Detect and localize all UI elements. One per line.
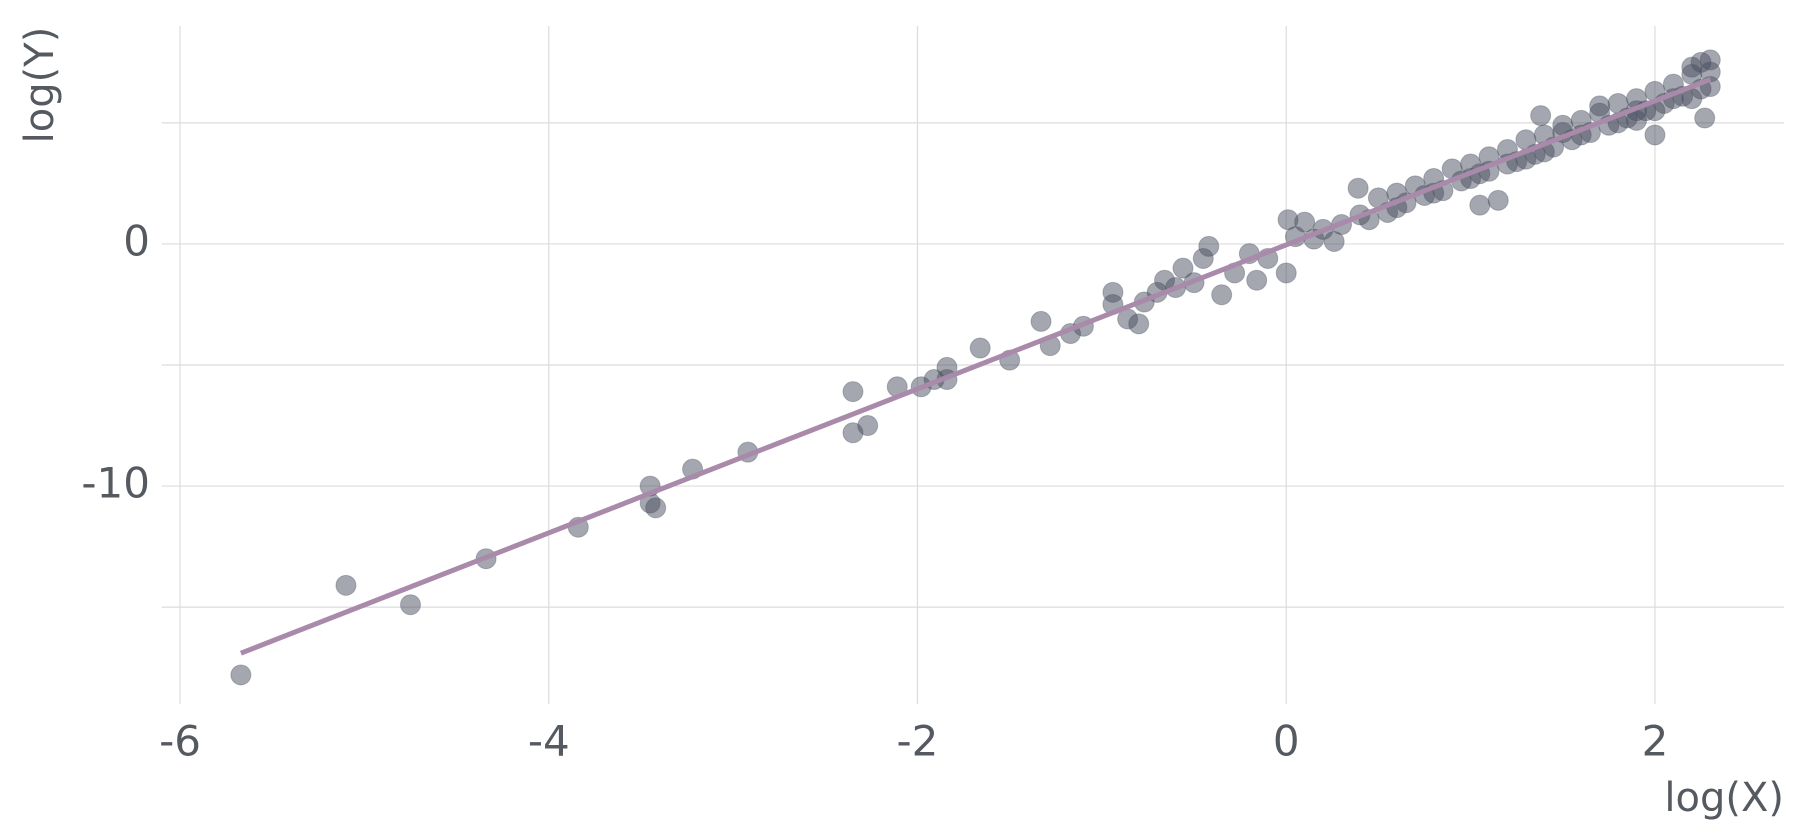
point — [1275, 262, 1297, 284]
x-tick-label: -6 — [159, 717, 201, 766]
point — [1681, 56, 1703, 78]
point — [1211, 284, 1233, 306]
y-tick-label: -10 — [81, 459, 150, 508]
x-tick-label: 0 — [1273, 717, 1300, 766]
x-tick-label: -2 — [897, 717, 939, 766]
point — [1589, 95, 1611, 117]
point — [1246, 269, 1268, 291]
y-axis-title: log(Y) — [17, 27, 63, 144]
point — [857, 415, 879, 437]
x-axis-title: log(X) — [1664, 775, 1784, 821]
point — [842, 381, 864, 403]
point — [1294, 211, 1316, 233]
point — [1699, 49, 1721, 71]
point — [399, 594, 421, 616]
point — [1530, 105, 1552, 127]
point — [230, 664, 252, 686]
point — [1172, 257, 1194, 279]
point — [1487, 189, 1509, 211]
point — [1347, 177, 1369, 199]
point — [645, 497, 667, 519]
point — [1192, 247, 1214, 269]
point — [1323, 231, 1345, 253]
point — [1694, 107, 1716, 129]
y-tick-label: 0 — [123, 216, 150, 265]
point — [335, 574, 357, 596]
point — [1030, 310, 1052, 332]
x-tick-label: -4 — [528, 717, 570, 766]
point — [1469, 194, 1491, 216]
point — [1128, 313, 1150, 335]
point — [1644, 124, 1666, 146]
point — [969, 337, 991, 359]
fit-line — [239, 76, 1712, 656]
x-tick-label: 2 — [1642, 717, 1669, 766]
